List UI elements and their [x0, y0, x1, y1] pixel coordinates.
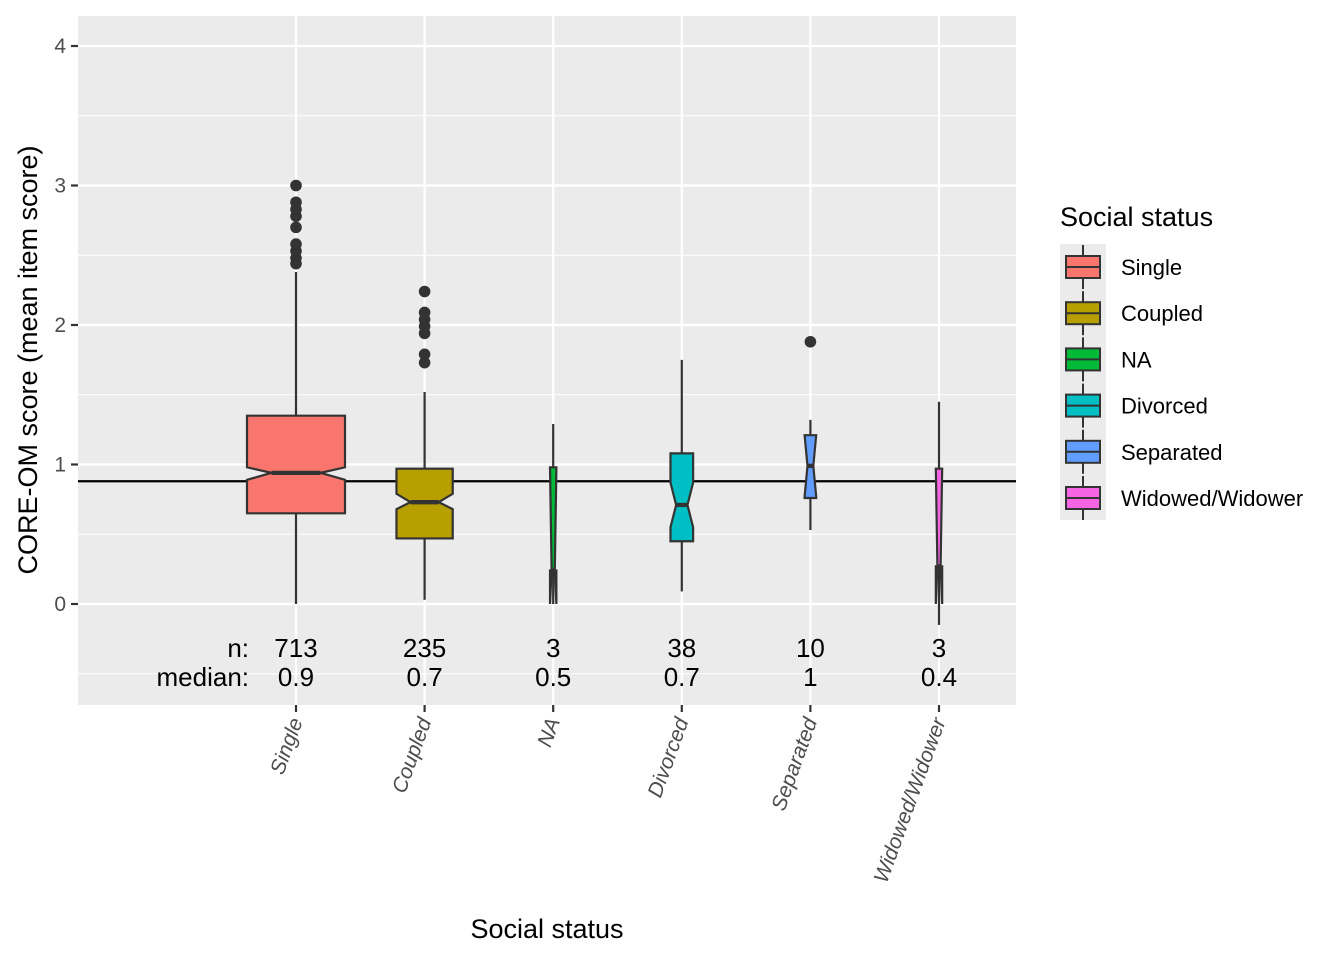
n-value: 10 [796, 633, 825, 663]
outlier-point [418, 306, 431, 319]
median-row-label: median: [157, 662, 250, 692]
box-na [548, 424, 558, 605]
plot-background [78, 16, 1016, 705]
y-tick-label: 3 [54, 175, 66, 198]
n-value: 235 [403, 633, 446, 663]
boxes-layer [245, 179, 944, 625]
outlier-point [804, 335, 817, 348]
outlier-point [290, 221, 302, 234]
legend-label: Separated [1121, 440, 1223, 465]
y-tick-label: 2 [54, 314, 66, 337]
outlier-point [418, 348, 431, 361]
legend-item: Single [1065, 245, 1182, 289]
outlier-point [290, 196, 302, 209]
legend-item: NA [1065, 337, 1152, 382]
y-tick-label: 0 [54, 593, 66, 616]
x-axis-title: Social status [470, 914, 623, 944]
legend-item: Coupled [1065, 291, 1203, 336]
y-tick-label: 1 [54, 454, 66, 477]
y-axis-title: CORE-OM score (mean item score) [13, 145, 43, 574]
legend-label: Divorced [1121, 394, 1208, 419]
notched-box [934, 467, 944, 605]
legend: Social status Single Coupled NA Divorced Sep… [1060, 202, 1303, 520]
legend-item: Divorced [1065, 383, 1208, 428]
outlier-point [418, 356, 431, 369]
legend-label: NA [1121, 347, 1152, 372]
median-value: 1 [803, 662, 817, 692]
legend-title: Social status [1060, 202, 1213, 232]
median-value: 0.4 [921, 662, 957, 692]
box-widowed-widower [934, 401, 944, 625]
n-value: 713 [274, 633, 317, 663]
outlier-point [290, 179, 302, 192]
n-value: 3 [546, 633, 560, 663]
box-separated [803, 335, 818, 531]
n-value: 3 [932, 633, 946, 663]
median-value: 0.5 [535, 662, 571, 692]
x-tick-label: Single [266, 715, 308, 778]
x-tick-label: Separated [767, 714, 822, 814]
x-tick-label: Coupled [388, 714, 437, 797]
notched-box [669, 452, 695, 543]
n-value: 38 [667, 633, 696, 663]
x-tick-label: Divorced [644, 714, 694, 801]
box-coupled [395, 285, 454, 600]
median-value: 0.9 [278, 662, 314, 692]
outlier-point [418, 285, 431, 298]
box-divorced [669, 359, 695, 592]
box-single [245, 179, 347, 604]
x-tick-label: Widowed/Widower [870, 714, 951, 886]
notched-box [245, 414, 347, 515]
x-axis: Single Coupled NA Divorced Separated Widowed/… [266, 705, 951, 886]
legend-background [1060, 244, 1106, 520]
legend-item: Separated [1065, 429, 1223, 474]
legend-label: Widowed/Widower [1121, 486, 1303, 511]
y-tick-label: 4 [54, 35, 66, 58]
n-row-label: n: [227, 633, 249, 663]
legend-label: Coupled [1121, 301, 1203, 326]
y-axis: 0 1 2 3 4 [54, 35, 78, 616]
x-tick-label: NA [533, 715, 565, 750]
median-value: 0.7 [664, 662, 700, 692]
median-value: 0.7 [407, 662, 443, 692]
legend-item: Widowed/Widower [1065, 476, 1303, 520]
legend-label: Single [1121, 255, 1182, 280]
outlier-point [290, 238, 302, 250]
legend-items: Single Coupled NA Divorced Separated Widowed/… [1065, 245, 1303, 520]
